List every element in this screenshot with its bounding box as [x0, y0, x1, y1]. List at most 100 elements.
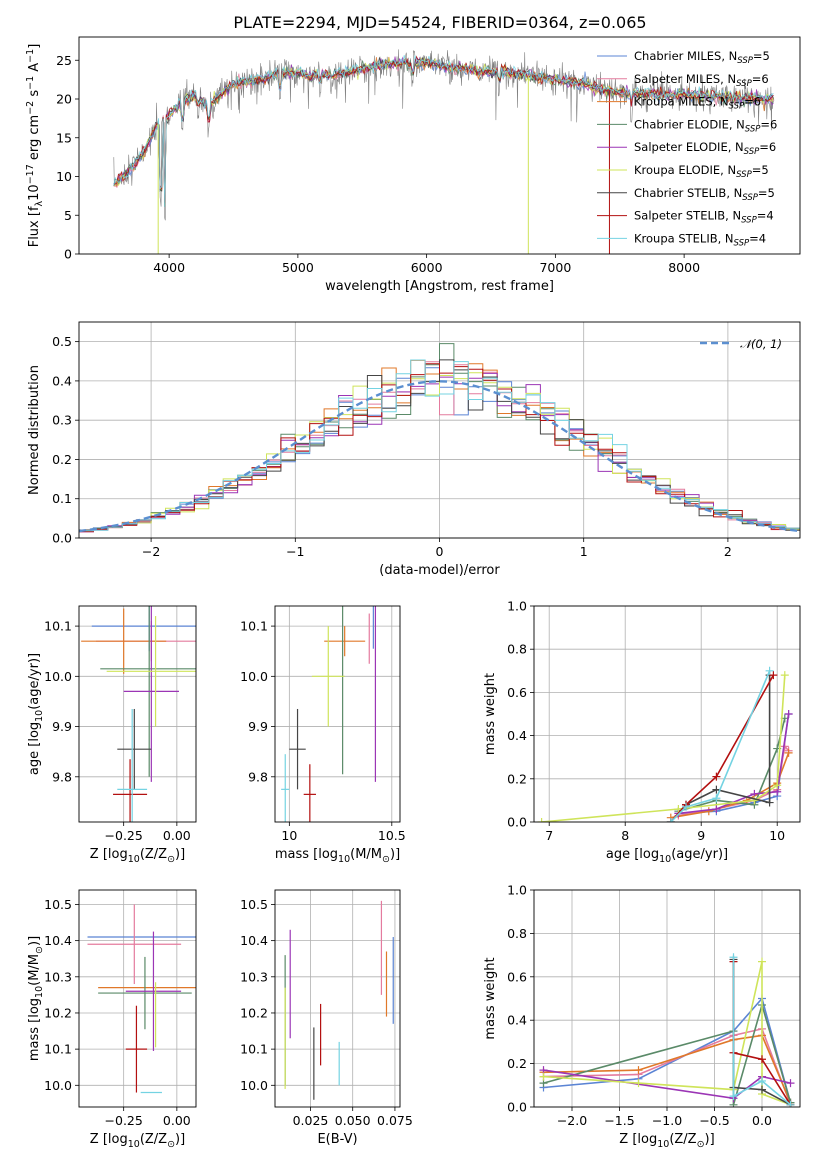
series-kroupa-stelib — [732, 957, 792, 1106]
marker-kroupa-stelib — [682, 802, 690, 811]
x-axis-label: Z [log10(Z/Z⊙)] — [90, 1132, 185, 1150]
x-tick-label: 10 — [281, 828, 297, 843]
legend-label-chabrier-stelib: Chabrier STELIB, NSSP=5 — [634, 186, 775, 203]
y-tick-label: 15 — [56, 130, 72, 145]
marker-kroupa-elodie — [773, 781, 782, 790]
x-tick-label: 0.00 — [163, 1113, 191, 1128]
x-axis-label: Z [log10(Z/Z⊙)] — [90, 847, 185, 865]
y-tick-label: 0.8 — [507, 642, 527, 657]
plot-area — [284, 900, 394, 1100]
y-tick-label: 0.6 — [507, 969, 527, 984]
errorbar-salpeter-stelib — [303, 764, 316, 822]
marker-kroupa-elodie — [750, 796, 759, 805]
marker-kroupa-elodie — [758, 957, 766, 966]
y-tick-label: 0.0 — [507, 815, 527, 830]
grid — [275, 606, 400, 822]
y-tick-label: 10.2 — [240, 1005, 268, 1020]
x-axis-label: Z [log10(Z/Z⊙)] — [619, 1132, 714, 1150]
y-tick-label: 0.1 — [52, 491, 72, 506]
x-tick-label: 4000 — [153, 260, 185, 275]
y-tick-label: 0.0 — [52, 531, 72, 546]
x-tick-label: 2 — [724, 544, 732, 559]
y-axis-label: mass weight — [483, 957, 498, 1039]
errorbar-salpeter-elodie — [123, 606, 179, 782]
legend-label-chabrier-miles: Chabrier MILES, NSSP=5 — [634, 49, 770, 66]
axes-frame — [533, 889, 801, 1108]
errorbar-chabrier-stelib — [117, 708, 152, 790]
x-tick-label: −0.5 — [699, 1113, 729, 1128]
marker-kroupa-miles — [704, 807, 713, 816]
axes-frame — [78, 321, 801, 539]
axes-frame — [78, 889, 197, 1108]
legend-normal: 𝒩(0, 1) — [700, 337, 782, 351]
y-tick-label: 25 — [56, 53, 72, 68]
marker-kroupa-stelib — [758, 1076, 766, 1085]
legend-label-salpeter-miles: Salpeter MILES, NSSP=6 — [634, 72, 769, 89]
marker-chabrier-stelib — [712, 785, 721, 794]
plot-area — [281, 606, 377, 822]
y-axis-label: Normed distribution — [27, 365, 42, 495]
x-tick-label: 5000 — [282, 260, 314, 275]
x-tick-label: 1 — [580, 544, 588, 559]
y-tick-label: 10.5 — [44, 897, 72, 912]
y-tick-label: 5 — [64, 208, 72, 223]
errorbar-salpeter-elodie — [125, 931, 182, 1051]
errorbar-kroupa-elodie — [311, 626, 345, 727]
marker-chabrier-stelib — [758, 1085, 766, 1094]
x-tick-label: 8000 — [668, 260, 700, 275]
panel-mw_age: 7 8 9 10 0.0 0.2 0.4 0.6 0.8 1.0 age [log10(age/yr… — [483, 599, 801, 865]
legend-label-kroupa-stelib: Kroupa STELIB, NSSP=4 — [634, 231, 766, 248]
y-axis-label: Flux [fλ10−17 erg cm−2 s−1 A−1] — [25, 44, 45, 248]
plot-area — [87, 904, 196, 1094]
y-tick-label: 10.2 — [44, 1005, 72, 1020]
marker-kroupa-elodie — [674, 805, 683, 814]
marker-kroupa-stelib — [666, 818, 675, 822]
panel-residuals: −2 −1 0 1 2 0.0 0.1 0.2 0.3 0.4 0.5 (data-model)/er… — [27, 321, 801, 578]
y-tick-label: 0.0 — [507, 1100, 527, 1115]
y-axis-label: mass weight — [483, 673, 498, 755]
y-tick-label: 10.0 — [240, 669, 268, 684]
marker-salpeter-stelib — [712, 772, 721, 781]
plot-area — [79, 343, 800, 533]
legend-models: Chabrier MILES, NSSP=5 Salpeter MILES, NS… — [597, 49, 777, 248]
x-axis-label: (data-model)/error — [379, 563, 500, 578]
plot-area — [537, 666, 793, 822]
legend-label-salpeter-elodie: Salpeter ELODIE, NSSP=6 — [634, 140, 776, 157]
y-axis-label: age [log10(age/yr)] — [27, 653, 45, 775]
panel-mass_ebv: 0.025 0.050 0.075 10.0 10.1 10.2 10.3 10.4 10.5 E… — [240, 889, 413, 1147]
x-axis-label: wavelength [Angstrom, rest frame] — [325, 279, 554, 294]
x-tick-label: −0.25 — [105, 1113, 143, 1128]
y-tick-label: 9.9 — [248, 719, 268, 734]
errorbar-chabrier-stelib — [289, 708, 306, 790]
y-tick-label: 0.4 — [507, 1013, 527, 1028]
x-tick-label: 10 — [769, 828, 785, 843]
y-tick-label: 10 — [56, 169, 72, 184]
figure-title: PLATE=2294, MJD=54524, FIBERID=0364, z=0… — [233, 13, 646, 32]
errorbar-salpeter-stelib — [125, 1005, 148, 1093]
y-tick-label: 0.3 — [52, 413, 72, 428]
marker-chabrier-stelib — [765, 798, 774, 807]
x-tick-label: 0.00 — [163, 828, 191, 843]
model-kroupa-stelib — [113, 55, 774, 207]
marker-kroupa-miles — [784, 748, 793, 757]
x-tick-label: −2 — [142, 544, 160, 559]
y-tick-label: 9.9 — [52, 719, 72, 734]
x-tick-label: 6000 — [411, 260, 443, 275]
series-kroupa-elodie — [543, 961, 791, 1106]
y-tick-label: 9.8 — [52, 769, 72, 784]
series-kroupa-stelib — [670, 670, 771, 822]
axes-frame — [274, 889, 401, 1108]
model-salpeter-stelib — [113, 55, 774, 203]
y-tick-label: 9.8 — [248, 769, 268, 784]
y-tick-label: 10.3 — [240, 969, 268, 984]
plot-area — [81, 606, 196, 822]
errorbar-kroupa-miles — [81, 608, 167, 674]
y-tick-label: 10.4 — [44, 933, 72, 948]
y-tick-label: 0.2 — [507, 1056, 527, 1071]
y-tick-label: 0.2 — [52, 452, 72, 467]
x-tick-label: 0.025 — [293, 1113, 329, 1128]
legend-label-normal: 𝒩(0, 1) — [740, 337, 782, 351]
marker-salpeter-elodie — [786, 1079, 795, 1088]
panel-mass_Z: −0.25 0.00 10.0 10.1 10.2 10.3 10.4 10.5 Z [log1… — [27, 889, 197, 1150]
